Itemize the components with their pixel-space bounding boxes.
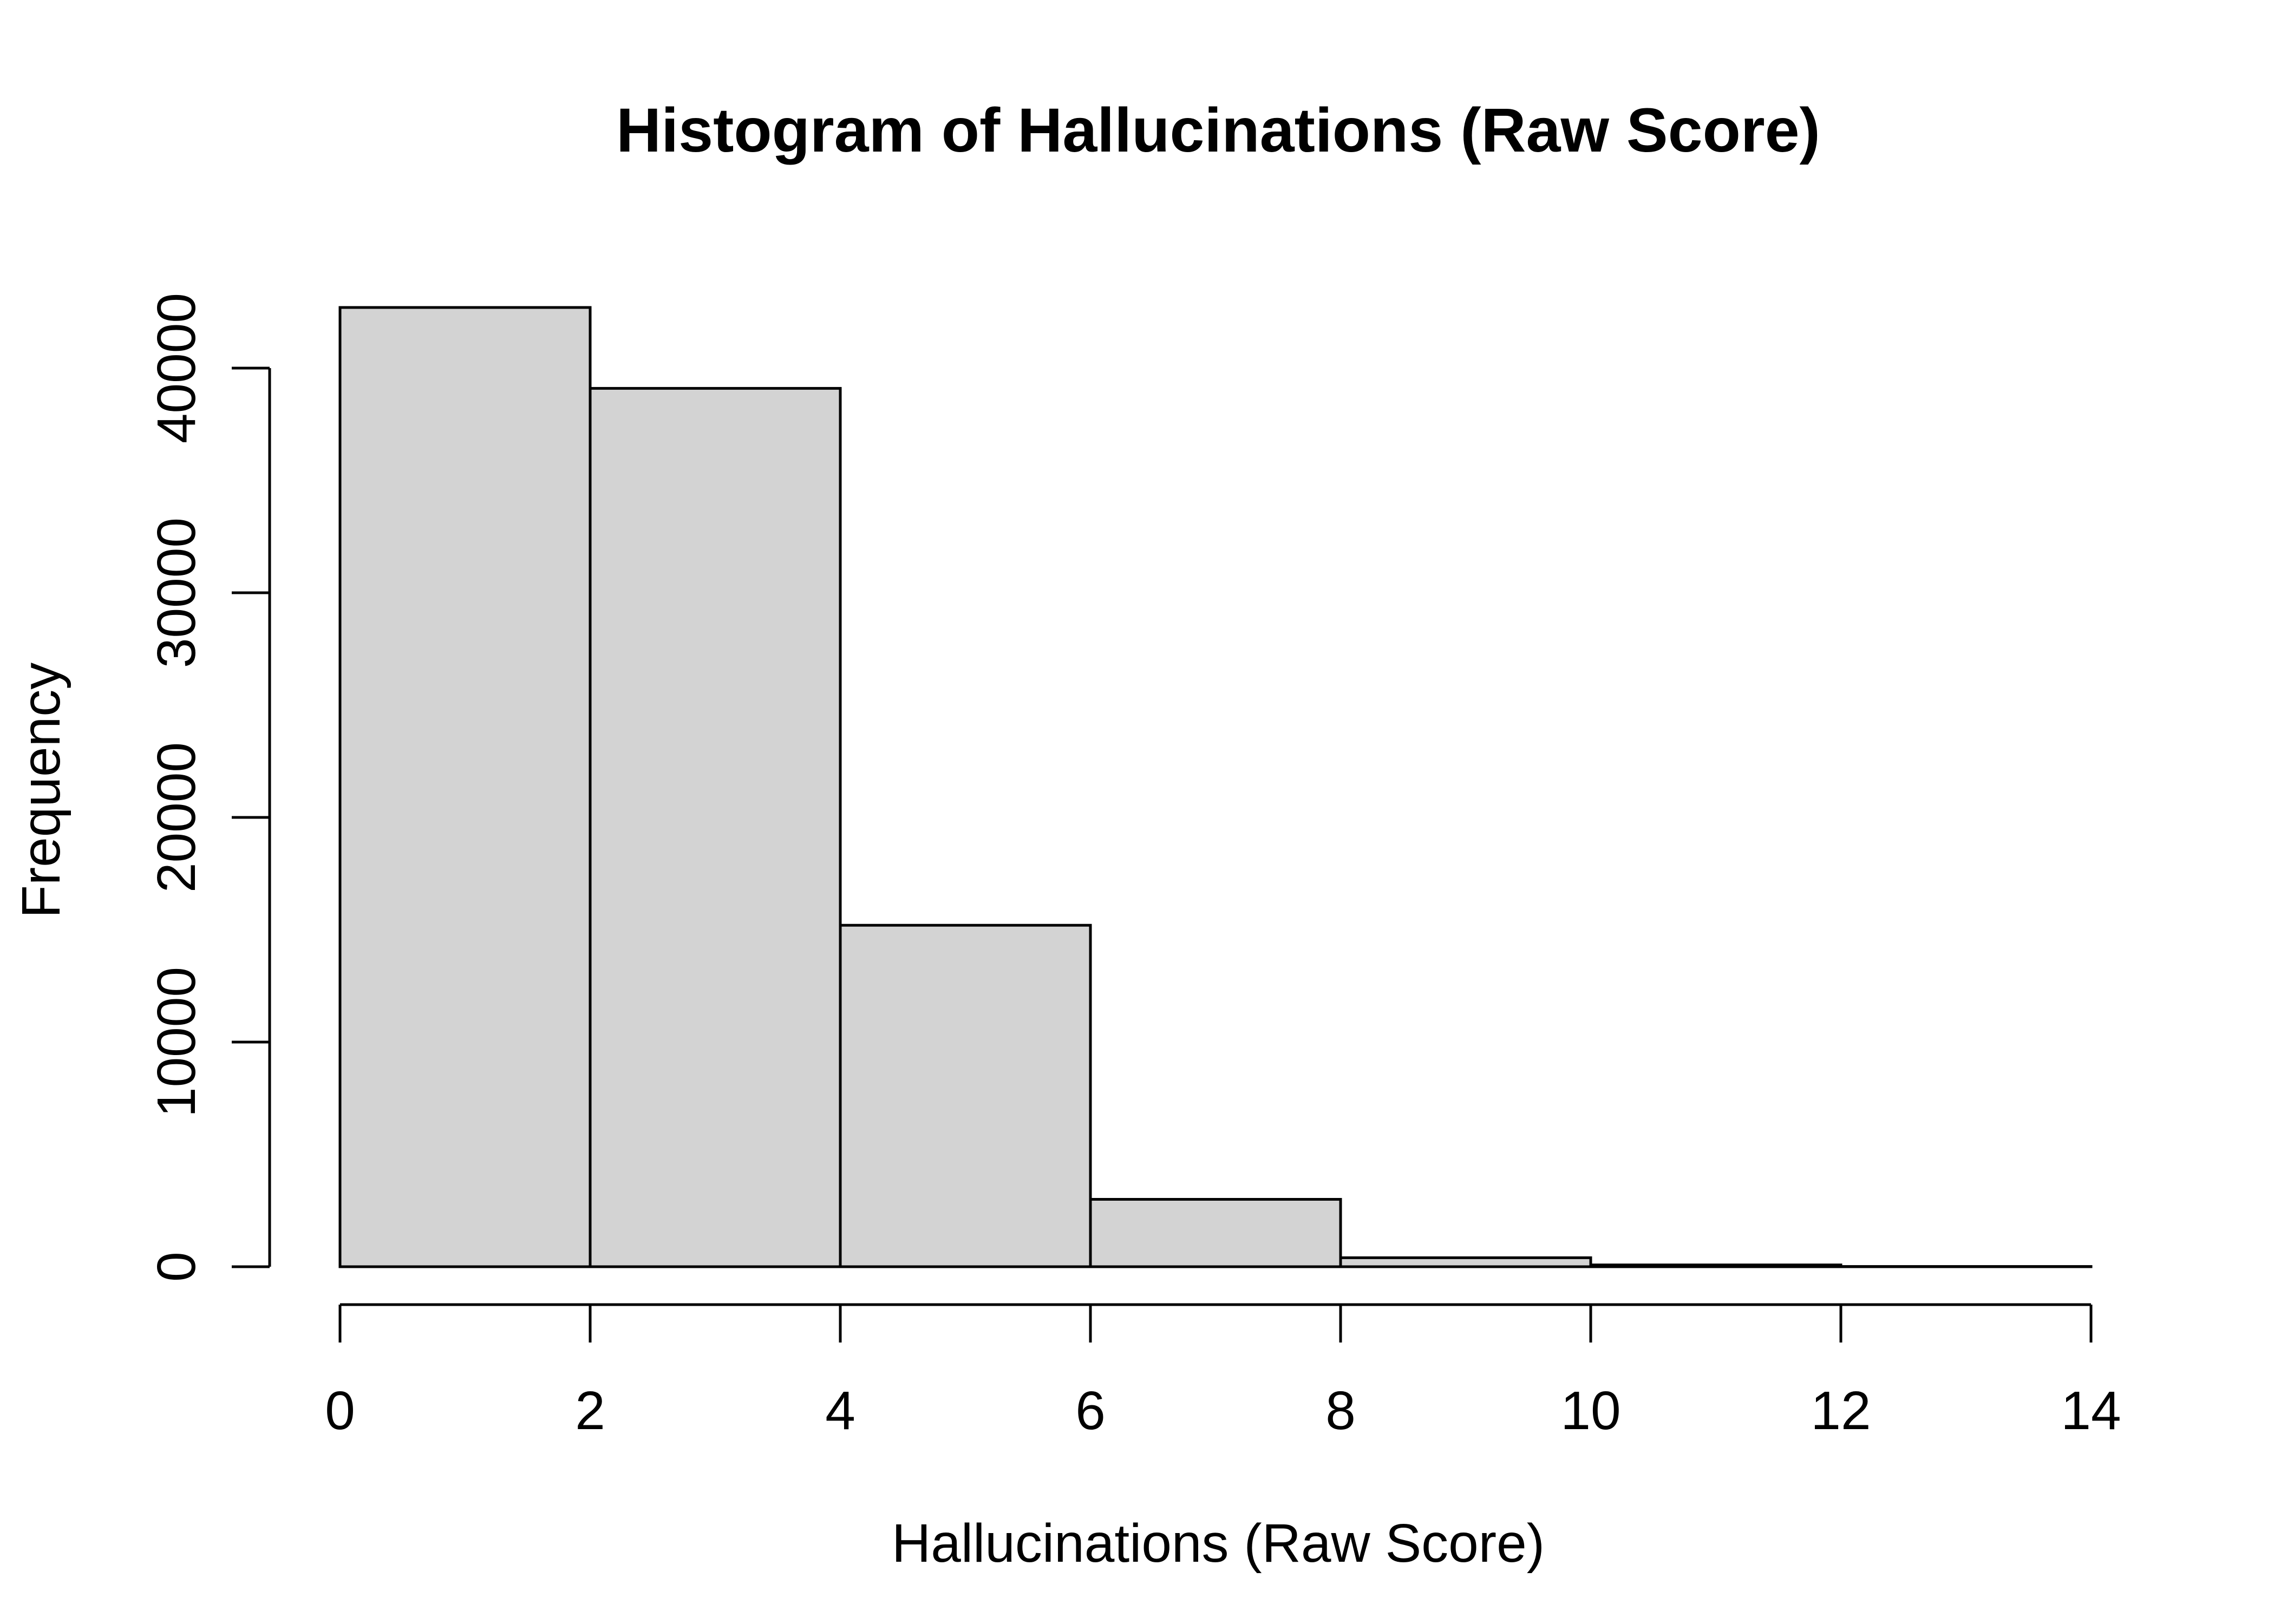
x-tick-label-2: 4 bbox=[825, 1380, 855, 1441]
y-tick-label-1: 10000 bbox=[146, 967, 207, 1117]
y-axis: 0 10000 20000 30000 40000 bbox=[146, 293, 271, 1282]
histogram-bar-2 bbox=[839, 924, 1092, 1268]
x-axis-label: Hallucinations (Raw Score) bbox=[892, 1513, 1545, 1574]
histogram-bar-4 bbox=[1339, 1256, 1592, 1268]
x-tick-label-4: 8 bbox=[1325, 1380, 1356, 1441]
histogram-bar-5 bbox=[1589, 1263, 1842, 1268]
x-tick-label-6: 12 bbox=[1811, 1380, 1871, 1441]
histogram-bar-3 bbox=[1089, 1198, 1342, 1268]
x-tick-label-5: 10 bbox=[1560, 1380, 1620, 1441]
y-tick-label-3: 30000 bbox=[146, 518, 207, 668]
y-axis-label: Frequency bbox=[11, 663, 71, 918]
y-tick-label-4: 40000 bbox=[146, 293, 207, 443]
histogram-bar-0 bbox=[338, 306, 592, 1268]
histogram-bar-1 bbox=[589, 387, 842, 1268]
x-axis: 0 2 4 6 8 10 12 14 bbox=[325, 1303, 2121, 1441]
chart-title: Histogram of Hallucinations (Raw Score) bbox=[616, 96, 1820, 165]
x-tick-label-0: 0 bbox=[325, 1380, 355, 1441]
y-tick-label-0: 0 bbox=[146, 1252, 207, 1282]
x-tick-label-7: 14 bbox=[2061, 1380, 2121, 1441]
bars-layer bbox=[338, 306, 2093, 1268]
x-tick-label-3: 6 bbox=[1075, 1380, 1106, 1441]
y-tick-label-2: 20000 bbox=[146, 742, 207, 893]
x-tick-label-1: 2 bbox=[575, 1380, 605, 1441]
